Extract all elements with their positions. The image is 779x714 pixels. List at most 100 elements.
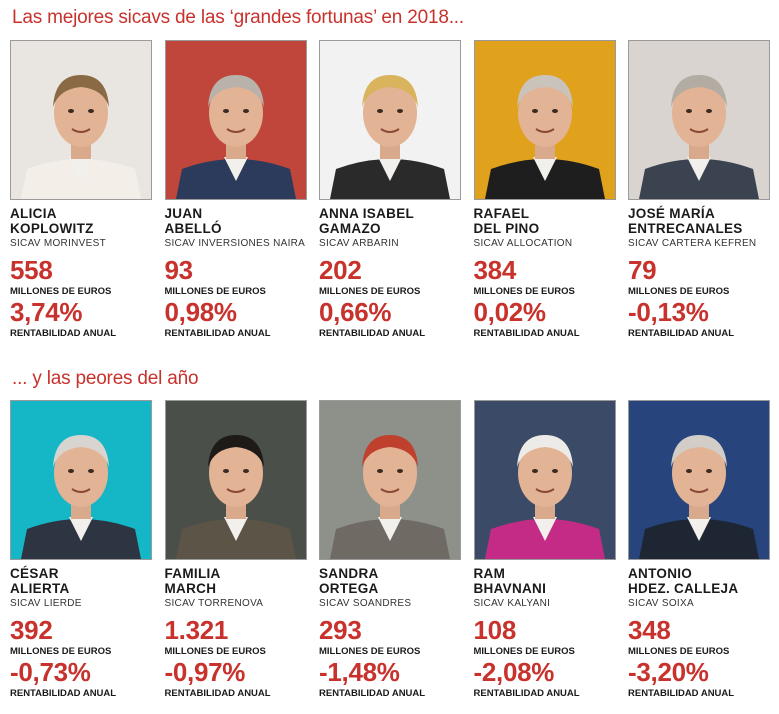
assets-amount: 293 xyxy=(319,615,362,645)
person-name-line: ABELLÓ xyxy=(164,221,222,236)
person-name: SANDRA ORTEGA xyxy=(319,566,469,596)
return-unit-label: RENTABILIDAD ANUAL xyxy=(10,688,117,699)
person-card: ALICIA KOPLOWITZ SICAV MORINVEST 558 MILLONE… xyxy=(10,40,152,350)
return-unit-label: RENTABILIDAD ANUAL xyxy=(164,328,271,339)
person-name-line: ORTEGA xyxy=(319,581,379,596)
best-sicavs-grid: ALICIA KOPLOWITZ SICAV MORINVEST 558 MILLONE… xyxy=(10,40,770,350)
person-card: ANNA ISABEL GAMAZO SICAV ARBARIN 202 MILLONE… xyxy=(319,40,461,350)
annual-return: -0,13% xyxy=(628,297,709,327)
person-name: RAFAEL DEL PINO xyxy=(474,206,624,236)
assets-unit-label: MILLONES DE EUROS xyxy=(473,646,575,657)
sicav-name: SICAV SOANDRES xyxy=(319,598,412,609)
person-name: FAMILIA MARCH xyxy=(165,566,315,596)
assets-amount: 384 xyxy=(473,255,517,285)
person-name-line: RAM xyxy=(473,566,506,581)
assets-amount: 1.321 xyxy=(164,615,229,645)
person-photo xyxy=(164,40,307,200)
return-unit-label: RENTABILIDAD ANUAL xyxy=(319,688,426,699)
assets-unit-label: MILLONES DE EUROS xyxy=(628,286,730,297)
person-card: RAM BHAVNANI SICAV KALYANI 108 MILLONES DE E… xyxy=(473,400,616,710)
annual-return: 0,66% xyxy=(319,297,392,327)
return-unit-label: RENTABILIDAD ANUAL xyxy=(473,328,580,339)
section-title-worst: ... y las peores del año xyxy=(12,368,199,389)
worst-sicavs-grid: CÉSAR ALIERTA SICAV LIERDE 392 MILLONES DE E… xyxy=(10,400,770,710)
person-photo xyxy=(164,400,307,560)
return-unit-label: RENTABILIDAD ANUAL xyxy=(628,328,735,339)
person-card: RAFAEL DEL PINO SICAV ALLOCATION 384 MILLONE… xyxy=(473,40,616,350)
sicav-name: SICAV ALLOCATION xyxy=(473,238,573,249)
person-name-line: ALIERTA xyxy=(10,581,70,596)
assets-amount: 392 xyxy=(10,615,53,645)
person-name: JUAN ABELLÓ xyxy=(165,206,315,236)
person-name-line: ANTONIO xyxy=(628,566,693,581)
sicav-name: SICAV TORRENOVA xyxy=(164,598,264,609)
annual-return: -0,73% xyxy=(10,657,91,687)
assets-unit-label: MILLONES DE EUROS xyxy=(628,646,730,657)
annual-return: -3,20% xyxy=(628,657,709,687)
person-photo xyxy=(319,40,461,200)
person-name: JOSÉ MARÍA ENTRECANALES xyxy=(628,206,778,236)
return-unit-label: RENTABILIDAD ANUAL xyxy=(10,328,117,339)
section-title-best: Las mejores sicavs de las ‘grandes fortu… xyxy=(12,7,464,28)
person-name: CÉSAR ALIERTA xyxy=(10,566,160,596)
sicav-name: SICAV KALYANI xyxy=(473,598,551,609)
annual-return: 3,74% xyxy=(10,297,83,327)
person-card: CÉSAR ALIERTA SICAV LIERDE 392 MILLONES DE E… xyxy=(10,400,152,710)
person-name-line: GAMAZO xyxy=(319,221,381,236)
return-unit-label: RENTABILIDAD ANUAL xyxy=(319,328,426,339)
annual-return: -1,48% xyxy=(319,657,400,687)
assets-unit-label: MILLONES DE EUROS xyxy=(10,646,112,657)
assets-unit-label: MILLONES DE EUROS xyxy=(164,286,266,297)
return-unit-label: RENTABILIDAD ANUAL xyxy=(473,688,580,699)
person-card: ANTONIO HDEZ. CALLEJA SICAV SOIXA 348 MILLON… xyxy=(628,400,770,710)
person-name: ANTONIO HDEZ. CALLEJA xyxy=(628,566,778,596)
assets-amount: 93 xyxy=(164,255,194,285)
assets-amount: 348 xyxy=(628,615,671,645)
sicav-name: SICAV SOIXA xyxy=(628,598,694,609)
assets-amount: 202 xyxy=(319,255,362,285)
sicav-name: SICAV LIERDE xyxy=(10,598,82,609)
person-photo xyxy=(10,400,152,560)
assets-unit-label: MILLONES DE EUROS xyxy=(10,286,112,297)
person-photo xyxy=(628,40,770,200)
assets-amount: 79 xyxy=(628,255,657,285)
person-photo xyxy=(319,400,461,560)
person-photo xyxy=(628,400,770,560)
person-name: ANNA ISABEL GAMAZO xyxy=(319,206,469,236)
assets-unit-label: MILLONES DE EUROS xyxy=(473,286,575,297)
person-name-line: ANNA ISABEL xyxy=(319,206,415,221)
person-card: JOSÉ MARÍA ENTRECANALES SICAV CARTERA KEFR… xyxy=(628,40,770,350)
assets-unit-label: MILLONES DE EUROS xyxy=(319,286,421,297)
assets-amount: 108 xyxy=(473,615,517,645)
person-name-line: JOSÉ MARÍA xyxy=(628,206,716,221)
annual-return: 0,02% xyxy=(473,297,547,327)
assets-amount: 558 xyxy=(10,255,53,285)
return-unit-label: RENTABILIDAD ANUAL xyxy=(164,688,271,699)
person-photo xyxy=(473,40,616,200)
person-name-line: DEL PINO xyxy=(473,221,540,236)
person-card: FAMILIA MARCH SICAV TORRENOVA 1.321 MILLONES… xyxy=(164,400,307,710)
person-name-line: KOPLOWITZ xyxy=(10,221,94,236)
person-name: RAM BHAVNANI xyxy=(474,566,624,596)
person-name-line: JUAN xyxy=(164,206,203,221)
sicav-name: SICAV MORINVEST xyxy=(10,238,106,249)
person-name-line: HDEZ. CALLEJA xyxy=(628,581,739,596)
return-unit-label: RENTABILIDAD ANUAL xyxy=(628,688,735,699)
assets-unit-label: MILLONES DE EUROS xyxy=(164,646,266,657)
person-card: JUAN ABELLÓ SICAV INVERSIONES NAIRA 93 MILLO… xyxy=(164,40,307,350)
assets-unit-label: MILLONES DE EUROS xyxy=(319,646,421,657)
sicav-name: SICAV CARTERA KEFREN xyxy=(628,238,757,249)
person-photo xyxy=(10,40,152,200)
person-name: ALICIA KOPLOWITZ xyxy=(10,206,160,236)
annual-return: 0,98% xyxy=(164,297,238,327)
person-name-line: ENTRECANALES xyxy=(628,221,743,236)
person-name-line: ALICIA xyxy=(10,206,57,221)
person-name-line: MARCH xyxy=(164,581,217,596)
person-photo xyxy=(473,400,616,560)
person-name-line: CÉSAR xyxy=(10,566,59,581)
sicav-name: SICAV INVERSIONES NAIRA xyxy=(164,238,306,249)
person-card: SANDRA ORTEGA SICAV SOANDRES 293 MILLONES DE… xyxy=(319,400,461,710)
person-name-line: BHAVNANI xyxy=(473,581,547,596)
person-name-line: FAMILIA xyxy=(164,566,221,581)
annual-return: -2,08% xyxy=(473,657,555,687)
